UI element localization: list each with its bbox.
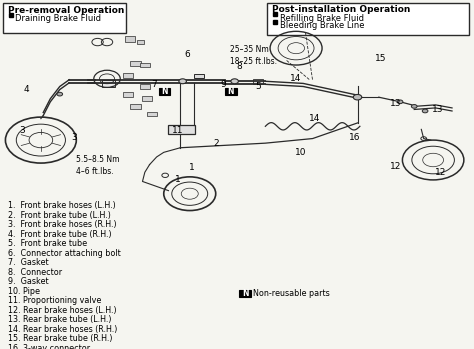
FancyBboxPatch shape (267, 2, 469, 35)
Text: 13: 13 (390, 99, 401, 108)
Text: 25–35 Nm
18–25 ft.lbs.: 25–35 Nm 18–25 ft.lbs. (230, 45, 277, 66)
Text: N: N (162, 87, 168, 96)
FancyBboxPatch shape (253, 79, 263, 84)
Text: Draining Brake Fluid: Draining Brake Fluid (15, 14, 101, 23)
FancyBboxPatch shape (239, 290, 251, 297)
Text: 16. 3-way connector: 16. 3-way connector (8, 344, 90, 349)
Text: 1: 1 (175, 176, 181, 184)
Text: 2.  Front brake tube (L.H.): 2. Front brake tube (L.H.) (8, 211, 110, 220)
FancyBboxPatch shape (142, 96, 153, 101)
Text: 16: 16 (349, 133, 361, 142)
FancyBboxPatch shape (140, 84, 150, 89)
Text: 14: 14 (310, 114, 321, 123)
Text: 3.  Front brake hoses (R.H.): 3. Front brake hoses (R.H.) (8, 220, 117, 229)
FancyBboxPatch shape (130, 104, 141, 109)
Circle shape (397, 100, 403, 104)
Text: 12: 12 (390, 162, 401, 171)
FancyBboxPatch shape (130, 61, 141, 66)
Text: 13: 13 (432, 105, 444, 114)
Text: 11. Proportioning valve: 11. Proportioning valve (8, 296, 101, 305)
FancyBboxPatch shape (102, 80, 115, 87)
Text: 14. Rear brake hoses (R.H.): 14. Rear brake hoses (R.H.) (8, 325, 117, 334)
FancyBboxPatch shape (140, 62, 150, 67)
Text: 7: 7 (151, 80, 157, 89)
Text: 3: 3 (71, 133, 77, 142)
Text: Non-reusable parts: Non-reusable parts (253, 289, 329, 298)
Text: 4.  Front brake tube (R.H.): 4. Front brake tube (R.H.) (8, 230, 111, 239)
FancyBboxPatch shape (168, 125, 195, 134)
Text: 1: 1 (189, 163, 195, 172)
Text: 6: 6 (184, 50, 190, 59)
FancyBboxPatch shape (147, 112, 157, 117)
Text: Bleeding Brake Line: Bleeding Brake Line (280, 21, 364, 30)
FancyBboxPatch shape (194, 74, 204, 78)
Circle shape (231, 79, 238, 84)
Text: N: N (228, 87, 234, 96)
Text: Refilling Brake Fluid: Refilling Brake Fluid (280, 14, 364, 23)
Text: 5.5–8.5 Nm
4–6 ft.lbs.: 5.5–8.5 Nm 4–6 ft.lbs. (76, 155, 120, 176)
FancyBboxPatch shape (126, 36, 135, 42)
Text: 3: 3 (19, 126, 25, 135)
Text: 6.  Connector attaching bolt: 6. Connector attaching bolt (8, 249, 120, 258)
Text: 14: 14 (291, 74, 302, 83)
Circle shape (353, 95, 362, 100)
Text: 13. Rear brake tube (L.H.): 13. Rear brake tube (L.H.) (8, 315, 111, 324)
Text: 12: 12 (435, 168, 446, 177)
Text: 4: 4 (24, 85, 29, 94)
Text: 15: 15 (375, 54, 387, 64)
Text: 10. Pipe: 10. Pipe (8, 287, 40, 296)
Text: 5: 5 (255, 82, 261, 91)
Text: 8.  Connector: 8. Connector (8, 268, 62, 277)
Text: 2: 2 (213, 139, 219, 148)
Text: 12. Rear brake hoses (L.H.): 12. Rear brake hoses (L.H.) (8, 306, 117, 315)
Text: Post-installation Operation: Post-installation Operation (273, 5, 411, 14)
Text: 1.  Front brake hoses (L.H.): 1. Front brake hoses (L.H.) (8, 201, 116, 210)
Text: 9.  Gasket: 9. Gasket (8, 277, 48, 286)
Text: 5.  Front brake tube: 5. Front brake tube (8, 239, 87, 248)
Text: 8: 8 (237, 62, 242, 71)
Text: N: N (242, 289, 248, 298)
Text: 7.  Gasket: 7. Gasket (8, 258, 48, 267)
FancyBboxPatch shape (225, 88, 237, 95)
Circle shape (179, 79, 186, 84)
FancyBboxPatch shape (2, 3, 127, 33)
FancyBboxPatch shape (123, 92, 134, 97)
Text: Pre-removal Operation: Pre-removal Operation (8, 6, 124, 15)
Text: 10: 10 (295, 148, 307, 157)
Text: 11: 11 (172, 126, 183, 135)
FancyBboxPatch shape (159, 88, 170, 95)
Circle shape (411, 105, 417, 108)
Circle shape (422, 109, 428, 113)
Text: 15. Rear brake tube (R.H.): 15. Rear brake tube (R.H.) (8, 334, 112, 343)
Circle shape (57, 92, 63, 96)
FancyBboxPatch shape (137, 39, 144, 44)
Text: 9: 9 (220, 80, 226, 89)
FancyBboxPatch shape (123, 73, 134, 78)
